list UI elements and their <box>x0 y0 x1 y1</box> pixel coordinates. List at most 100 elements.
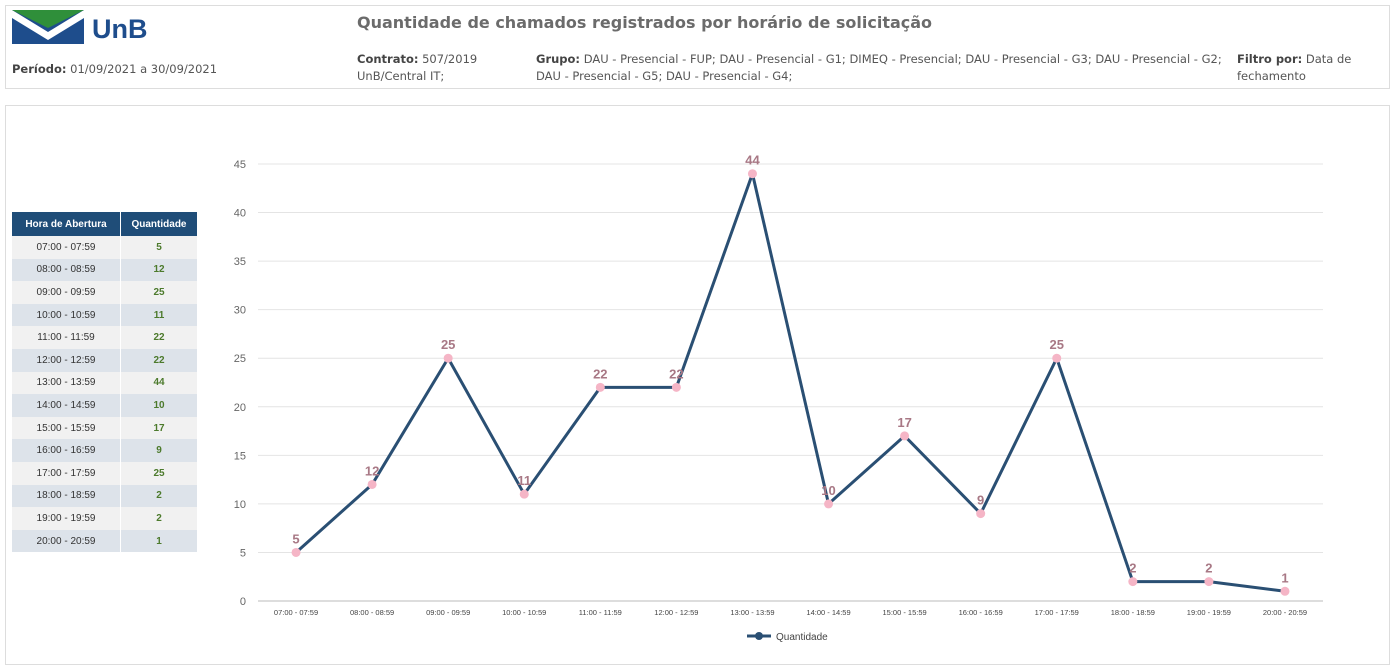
logo-green <box>12 10 84 28</box>
x-tick-label: 18:00 - 18:59 <box>1111 608 1155 617</box>
table-row: 15:00 - 15:59 17 <box>12 416 197 440</box>
data-label: 2 <box>1129 561 1136 576</box>
point <box>1204 577 1214 587</box>
x-tick-label: 20:00 - 20:59 <box>1263 608 1307 617</box>
point <box>1052 353 1062 363</box>
contract-value: 507/2019 <box>422 52 478 66</box>
table-header: Quantidade <box>120 212 197 236</box>
filter-value: Data de fechamento <box>1237 52 1352 83</box>
y-tick-label: 45 <box>234 159 246 171</box>
point <box>671 382 681 392</box>
data-label: 1 <box>1281 570 1288 585</box>
period-label: Período: <box>12 62 67 76</box>
table-cell: 19:00 - 19:59 <box>12 507 121 530</box>
x-tick-label: 10:00 - 10:59 <box>502 608 546 617</box>
table-cell: 10:00 - 10:59 <box>12 303 121 327</box>
contract-label: Contrato: <box>357 52 419 66</box>
table-row: 11:00 - 11:59 22 <box>12 326 197 349</box>
data-label: 9 <box>977 493 984 508</box>
data-label: 5 <box>292 531 299 546</box>
contract: Contrato: 507/2019 UnB/Central IT; <box>357 51 517 85</box>
y-tick-label: 10 <box>234 499 246 511</box>
data-label: 22 <box>669 366 683 381</box>
x-tick-label: 19:00 - 19:59 <box>1187 608 1231 617</box>
logo-chevron <box>12 10 84 40</box>
point <box>519 489 529 499</box>
table-cell: 17 <box>120 416 197 440</box>
table-cell: 20:00 - 20:59 <box>12 529 121 553</box>
table-row: 13:00 - 13:59 44 <box>12 371 197 395</box>
table-row: 19:00 - 19:59 2 <box>12 507 197 530</box>
x-tick-label: 08:00 - 08:59 <box>350 608 394 617</box>
period: Período: 01/09/2021 a 30/09/2021 <box>12 61 217 78</box>
point <box>1128 577 1138 587</box>
group-label: Grupo: <box>536 52 581 66</box>
point <box>367 479 377 489</box>
filter-label: Filtro por: <box>1237 52 1303 66</box>
x-tick-label: 15:00 - 15:59 <box>883 608 927 617</box>
y-tick-label: 30 <box>234 305 246 317</box>
group: Grupo: DAU - Presencial - FUP; DAU - Pre… <box>536 51 1226 85</box>
table-row: 20:00 - 20:59 1 <box>12 529 197 553</box>
point <box>747 169 757 179</box>
table-cell: 09:00 - 09:59 <box>12 281 121 304</box>
point <box>595 382 605 392</box>
page-title: Quantidade de chamados registrados por h… <box>357 13 933 32</box>
table-cell: 5 <box>120 236 197 259</box>
table-row: 07:00 - 07:59 5 <box>12 236 197 259</box>
table-header: Hora de Abertura <box>12 212 121 236</box>
table-row: 10:00 - 10:59 11 <box>12 303 197 327</box>
table-row: 17:00 - 17:59 25 <box>12 461 197 485</box>
data-label: 25 <box>1050 337 1064 352</box>
table-cell: 12 <box>120 258 197 282</box>
table-cell: 1 <box>120 529 197 553</box>
logo: UnB <box>12 10 148 44</box>
group-value: DAU - Presencial - FUP; DAU - Presencial… <box>536 52 1222 83</box>
table-cell: 11 <box>120 303 197 327</box>
x-tick-label: 17:00 - 17:59 <box>1035 608 1079 617</box>
table-cell: 25 <box>120 461 197 485</box>
point <box>443 353 453 363</box>
y-tick-label: 25 <box>234 353 246 365</box>
y-tick-label: 35 <box>234 256 246 268</box>
table-cell: 15:00 - 15:59 <box>12 416 121 440</box>
data-label: 25 <box>441 337 455 352</box>
point <box>900 431 910 441</box>
data-table: Hora de Abertura Quantidade 07:00 - 07:59 5… <box>12 212 197 553</box>
table-cell: 22 <box>120 348 197 372</box>
table-cell: 16:00 - 16:59 <box>12 439 121 462</box>
table-cell: 44 <box>120 371 197 395</box>
filter: Filtro por: Data de fechamento <box>1237 51 1362 85</box>
table-cell: 18:00 - 18:59 <box>12 484 121 508</box>
x-tick-label: 16:00 - 16:59 <box>959 608 1003 617</box>
x-tick-label: 14:00 - 14:59 <box>806 608 850 617</box>
table-cell: 9 <box>120 439 197 462</box>
y-tick-label: 40 <box>234 208 246 220</box>
table-cell: 12:00 - 12:59 <box>12 348 121 372</box>
y-tick-label: 5 <box>240 547 246 559</box>
table-cell: 07:00 - 07:59 <box>12 236 121 259</box>
y-tick-label: 20 <box>234 402 246 414</box>
period-value: 01/09/2021 a 30/09/2021 <box>70 62 218 76</box>
point <box>976 509 986 519</box>
table-row: 09:00 - 09:59 25 <box>12 281 197 304</box>
data-label: 12 <box>365 463 379 478</box>
table-cell: 2 <box>120 507 197 530</box>
x-tick-label: 09:00 - 09:59 <box>426 608 470 617</box>
table-cell: 13:00 - 13:59 <box>12 371 121 395</box>
logo-text: UnB <box>92 14 148 44</box>
data-label: 44 <box>745 153 760 168</box>
table-row: 18:00 - 18:59 2 <box>12 484 197 508</box>
y-tick-label: 0 <box>240 596 246 608</box>
x-tick-label: 11:00 - 11:59 <box>579 608 622 617</box>
table-cell: 08:00 - 08:59 <box>12 258 121 282</box>
x-tick-label: 13:00 - 13:59 <box>730 608 774 617</box>
point <box>291 547 301 557</box>
data-label: 11 <box>517 473 531 488</box>
y-tick-label: 15 <box>234 450 246 462</box>
data-label: 10 <box>821 483 835 498</box>
table-cell: 10 <box>120 394 197 417</box>
data-label: 17 <box>897 415 911 430</box>
